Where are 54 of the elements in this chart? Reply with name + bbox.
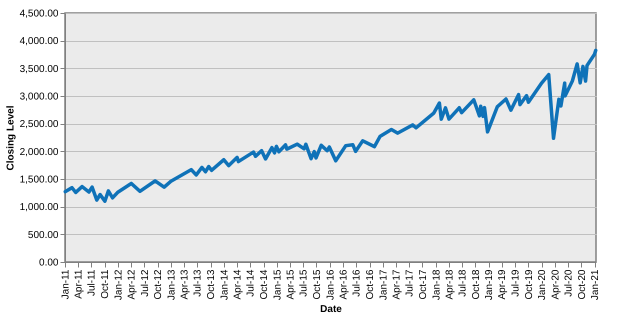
x-tick-label: Apr-20 (550, 269, 562, 300)
x-tick-label: Jul-16 (352, 269, 363, 297)
y-tick-label: 1,500.00 (20, 174, 59, 186)
x-tick-label: Jan-13 (166, 269, 178, 300)
y-tick-label: 0.00 (39, 258, 59, 268)
x-tick-label: Jul-13 (192, 269, 204, 297)
x-tick-label: Jan-18 (431, 269, 442, 300)
x-tick-label: Apr-17 (391, 269, 402, 300)
y-tick-label: 2,500.00 (20, 119, 59, 130)
x-tick-label: Jul-20 (564, 269, 575, 297)
x-tick-label: Jul-14 (246, 269, 257, 297)
x-axis-title: Date (320, 304, 342, 316)
x-tick-label: Apr-18 (444, 269, 456, 300)
x-tick-label: Apr-11 (74, 269, 85, 299)
x-tick-label: Jan-15 (272, 269, 284, 300)
x-tick-label: Jul-19 (510, 269, 522, 297)
x-tick-label: Apr-15 (285, 269, 296, 300)
x-tick-label: Jul-11 (86, 269, 98, 296)
x-tick-label: Jul-18 (458, 269, 469, 297)
y-tick-label: 3,000.00 (20, 92, 59, 102)
x-tick-label: Oct-15 (312, 269, 323, 300)
x-tick-label: Oct-14 (259, 269, 270, 300)
x-tick-label: Jan-16 (325, 269, 336, 300)
x-tick-label: Oct-13 (206, 269, 218, 300)
x-tick-label: Oct-19 (524, 269, 535, 300)
x-tick-label: Jan-12 (113, 269, 124, 300)
x-tick-label: Jul-12 (140, 269, 151, 297)
x-tick-label: Jan-21 (590, 269, 602, 300)
x-tick-label: Oct-12 (153, 269, 164, 300)
x-tick-label: Apr-14 (232, 269, 244, 300)
x-tick-label: Apr-12 (126, 269, 138, 300)
x-tick-label: Oct-16 (365, 269, 376, 300)
x-tick-label: Oct-18 (470, 269, 482, 300)
x-tick-label: Jan-14 (219, 269, 230, 300)
x-tick-label: Oct-20 (576, 269, 588, 300)
y-tick-label: 1,000.00 (20, 202, 59, 214)
x-tick-label: Jul-15 (298, 269, 310, 297)
x-tick-label: Jan-17 (378, 269, 390, 300)
x-tick-label: Apr-19 (497, 269, 508, 300)
x-tick-label: Jan-20 (537, 269, 548, 300)
x-tick-label: Oct-17 (418, 269, 429, 300)
x-tick-label: Apr-13 (180, 269, 191, 300)
x-tick-label: Jan-11 (60, 269, 72, 300)
y-tick-label: 3,500.00 (20, 64, 59, 75)
y-tick-label: 500.00 (28, 230, 59, 241)
line-series (64, 48, 598, 203)
x-tick-label: Jan-19 (484, 269, 496, 300)
x-tick-label: Oct-11 (100, 269, 112, 299)
x-tick-label: Jul-17 (404, 269, 416, 297)
y-tick-label: 2,000.00 (20, 146, 59, 158)
x-tick-label: Apr-16 (338, 269, 350, 300)
y-tick-label: 4,500.00 (20, 8, 59, 20)
y-axis-title: Closing Level (6, 105, 17, 171)
y-tick-label: 4,000.00 (20, 36, 59, 48)
